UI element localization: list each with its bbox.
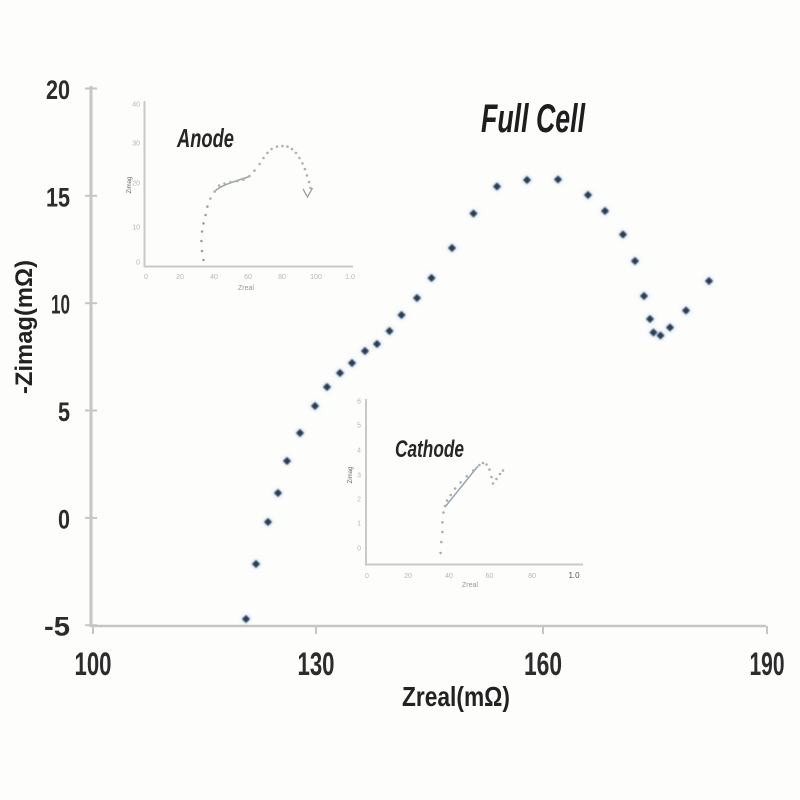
- svg-text:160: 160: [524, 646, 562, 682]
- svg-text:-5: -5: [44, 612, 70, 642]
- svg-text:4: 4: [357, 448, 361, 455]
- svg-text:3: 3: [357, 473, 361, 480]
- svg-text:0: 0: [357, 546, 361, 553]
- svg-text:20: 20: [132, 181, 140, 188]
- svg-text:15: 15: [46, 182, 70, 212]
- svg-text:1.0: 1.0: [345, 274, 355, 281]
- svg-text:130: 130: [298, 646, 335, 682]
- svg-text:Cathode: Cathode: [395, 436, 464, 463]
- svg-text:Zreal: Zreal: [462, 582, 478, 589]
- svg-text:60: 60: [244, 274, 252, 281]
- svg-text:0: 0: [58, 504, 70, 534]
- svg-text:10: 10: [51, 290, 70, 320]
- svg-text:Zimag: Zimag: [127, 177, 133, 194]
- svg-text:80: 80: [528, 573, 536, 580]
- svg-text:20: 20: [46, 75, 70, 105]
- svg-text:40: 40: [132, 102, 140, 109]
- svg-text:40: 40: [445, 573, 453, 580]
- svg-text:Full Cell: Full Cell: [481, 97, 586, 141]
- svg-text:40: 40: [210, 274, 218, 281]
- svg-text:1.0: 1.0: [568, 571, 580, 580]
- svg-text:Zreal: Zreal: [238, 285, 254, 292]
- svg-text:30: 30: [132, 141, 140, 148]
- svg-text:190: 190: [750, 646, 785, 682]
- svg-text:2: 2: [357, 497, 361, 504]
- svg-text:20: 20: [176, 274, 184, 281]
- svg-text:1: 1: [357, 521, 361, 528]
- svg-text:5: 5: [357, 423, 361, 430]
- svg-text:0: 0: [365, 573, 369, 580]
- svg-text:100: 100: [310, 274, 322, 281]
- svg-text:6: 6: [357, 399, 361, 406]
- svg-text:5: 5: [58, 397, 70, 427]
- svg-text:0: 0: [144, 274, 148, 281]
- svg-text:20: 20: [404, 573, 412, 580]
- svg-text:10: 10: [132, 225, 140, 232]
- svg-text:0: 0: [136, 260, 140, 267]
- svg-text:-Zimag(mΩ): -Zimag(mΩ): [11, 260, 38, 394]
- svg-text:80: 80: [278, 274, 286, 281]
- svg-text:60: 60: [486, 573, 494, 580]
- svg-text:Zreal(mΩ): Zreal(mΩ): [402, 681, 510, 712]
- svg-text:100: 100: [75, 646, 112, 682]
- svg-text:Anode: Anode: [176, 123, 234, 153]
- svg-text:Zimag: Zimag: [348, 467, 354, 484]
